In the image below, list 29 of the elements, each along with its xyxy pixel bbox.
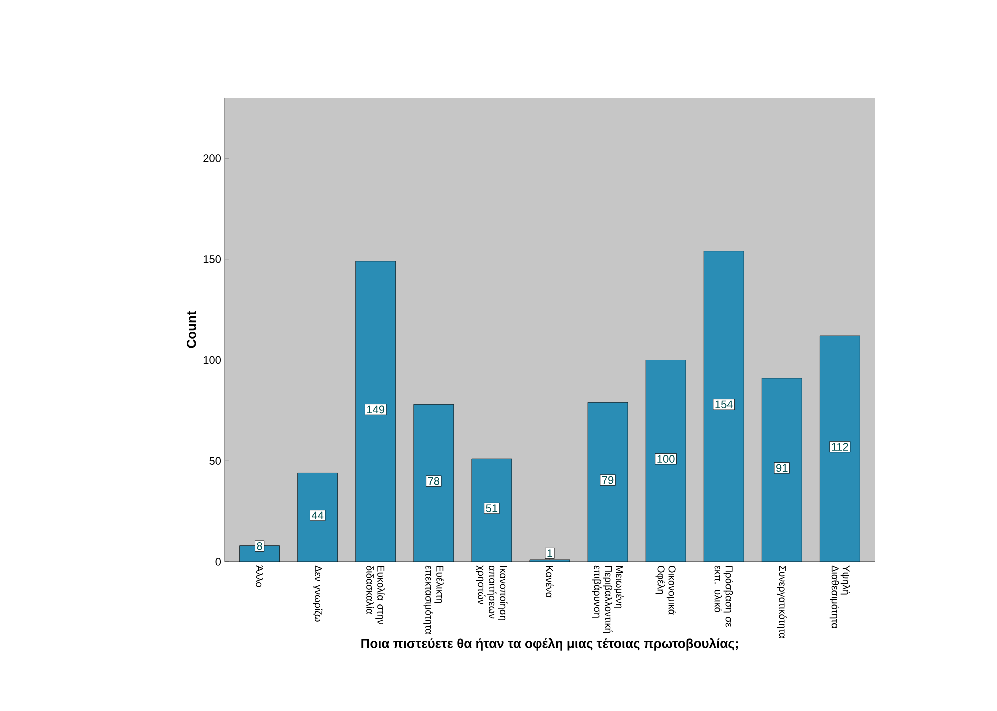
x-tick-label: Πρόσβαση σε εκπ. υλικό xyxy=(714,566,734,628)
x-tick-label: Υψηλή Διαθεσιμότητα xyxy=(830,566,850,629)
x-tick-label: Μειωμένη Περιβαλλοντική επιβάρυνση xyxy=(592,566,624,634)
data-label: 112 xyxy=(832,443,848,451)
data-label: 1 xyxy=(548,550,553,558)
x-tick-label: Οικονομικά Οφέλη xyxy=(656,566,676,615)
x-tick-label: Δεν γνωρίζω xyxy=(313,566,323,622)
data-label: 154 xyxy=(716,400,733,408)
y-tick-label: 100 xyxy=(204,356,222,364)
data-label: 78 xyxy=(428,477,440,486)
x-tick-label: Ευέλικτη επεκτασιμότητα xyxy=(424,566,444,634)
x-tick-label: Άλλο xyxy=(256,566,264,588)
data-label: 149 xyxy=(368,406,385,414)
data-label: 100 xyxy=(658,455,675,464)
y-axis-title: Count xyxy=(187,311,196,348)
data-label: 8 xyxy=(257,542,262,550)
x-tick-label: Κανένα xyxy=(546,566,554,598)
data-label: 91 xyxy=(776,464,788,472)
x-tick-label: Ικανοποίηση απαιτήσεων χρηστών xyxy=(476,566,508,621)
data-label: 44 xyxy=(312,512,324,520)
x-axis-title: Ποια πιστεύετε θα ήταν τα οφέλη μιας τέτοιας πρωτοβουλίας; xyxy=(362,638,738,651)
data-label: 79 xyxy=(602,476,614,484)
y-tick-label: 50 xyxy=(210,457,222,466)
y-tick-label: 150 xyxy=(204,256,222,264)
data-label: 51 xyxy=(486,504,498,512)
y-tick-label: 0 xyxy=(216,558,222,566)
x-tick-label: Συνεργατικότητα xyxy=(777,566,787,638)
y-tick-label: 200 xyxy=(204,154,222,162)
x-tick-label: Ευκολία στην διδασκαλία xyxy=(366,566,386,625)
